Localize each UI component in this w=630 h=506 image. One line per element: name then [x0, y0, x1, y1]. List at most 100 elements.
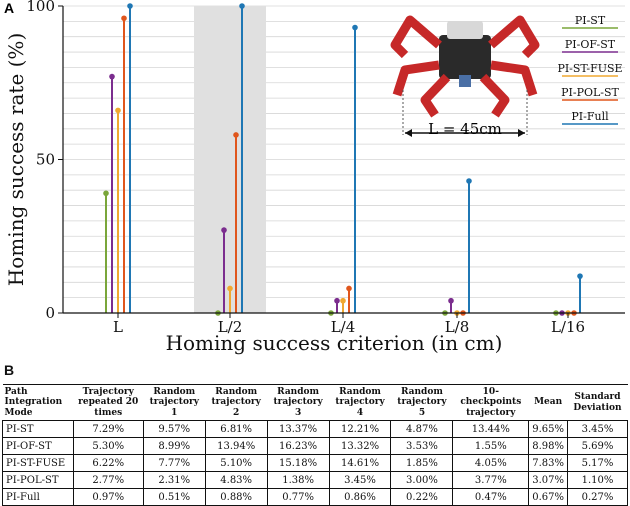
- table-cell: 3.77%: [452, 471, 530, 490]
- table-cell: 4.83%: [204, 471, 268, 490]
- legend-label: PI-OF-ST: [565, 38, 616, 51]
- grid: [63, 5, 625, 314]
- stem-marker: [121, 15, 127, 22]
- table-cell: 5.10%: [204, 454, 268, 473]
- table-cell: 0.47%: [452, 488, 530, 506]
- table-cell: 3.53%: [390, 437, 454, 456]
- highlight-band: [194, 6, 266, 313]
- y-axis-title: Homing success rate (%): [4, 33, 28, 286]
- table-cell: 5.30%: [72, 437, 144, 456]
- table-cell: 0.97%: [72, 488, 144, 506]
- table-row: PI-ST 7.29% 9.57% 6.81% 13.37% 12.21% 4.87% 13.…: [2, 420, 628, 439]
- stem-marker: [352, 24, 358, 31]
- table-cell: 12.21%: [328, 420, 392, 439]
- table-cell: 15.18%: [266, 454, 330, 473]
- table-cell: 7.29%: [72, 420, 144, 439]
- table-cell: PI-ST: [2, 420, 74, 439]
- table-cell: PI-POL-ST: [2, 471, 74, 490]
- table-cell: 7.83%: [528, 454, 568, 473]
- legend-label: PI-Full: [571, 110, 609, 123]
- column-header: Random trajectory 2: [205, 383, 268, 422]
- table-cell: 2.77%: [72, 471, 144, 490]
- stem-marker: [109, 73, 115, 80]
- table-row: PI-POL-ST 2.77% 2.31% 4.83% 1.38% 3.45% 3.00% 3…: [2, 471, 628, 490]
- column-header: Random trajectory 4: [329, 383, 391, 422]
- x-tick-label: L/2: [218, 318, 243, 336]
- table-cell: 0.51%: [142, 488, 206, 506]
- stem-marker: [577, 273, 583, 279]
- column-header: Trajectory repeated 20 times: [73, 383, 144, 422]
- stem-marker: [448, 297, 454, 304]
- legend-label: PI-ST-FUSE: [557, 62, 622, 75]
- table-cell: 2.31%: [142, 471, 206, 490]
- table-cell: 13.44%: [452, 420, 530, 439]
- table-cell: PI-OF-ST: [2, 437, 74, 456]
- table-cell: 5.17%: [567, 454, 628, 473]
- table-cell: 13.94%: [204, 437, 268, 456]
- ticks: 0 50 100 L L/2 L/4 L/8 L/16: [26, 0, 585, 336]
- table-cell: 9.65%: [528, 420, 568, 439]
- table-row: PI-OF-ST 5.30% 8.99% 13.94% 16.23% 13.32% 3.53…: [2, 437, 628, 456]
- robot-length-annotation: L = 45cm: [428, 120, 502, 138]
- stem-marker: [466, 178, 472, 184]
- column-header: 10-checkpoints trajectory: [452, 383, 529, 422]
- column-header: Random trajectory 1: [143, 383, 206, 422]
- stem-marker: [115, 107, 121, 114]
- y-tick-label: 50: [36, 151, 55, 169]
- table-cell: 7.77%: [142, 454, 206, 473]
- table-cell: 3.45%: [567, 420, 628, 439]
- table-cell: 1.85%: [390, 454, 454, 473]
- column-header: Path Integration Mode: [2, 383, 74, 422]
- table-cell: 13.37%: [266, 420, 330, 439]
- table-cell: 0.67%: [528, 488, 568, 506]
- stem-chart: A 0 50 100 L L/2 L/4 L/8 L/16 Homing success ra…: [4, 0, 625, 355]
- legend-label: PI-ST: [575, 14, 606, 27]
- stem-marker: [233, 132, 239, 138]
- x-axis-title: Homing success criterion (in cm): [166, 331, 503, 355]
- panel-b-label: B: [4, 362, 15, 378]
- table-row: PI-ST-FUSE 6.22% 7.77% 5.10% 15.18% 14.61% 1.8…: [2, 454, 628, 473]
- robot-illustration: [390, 15, 540, 137]
- table-cell: 3.45%: [328, 471, 392, 490]
- x-tick-label: L: [113, 318, 123, 336]
- table-cell: 14.61%: [328, 454, 392, 473]
- stem-marker: [227, 285, 233, 292]
- table-cell: 6.81%: [204, 420, 268, 439]
- stem-marker: [239, 3, 245, 9]
- table-cell: 8.98%: [528, 437, 568, 456]
- stem-marker: [340, 297, 346, 304]
- legend-label: PI-POL-ST: [561, 86, 619, 99]
- column-header: Standard Deviation: [567, 383, 628, 422]
- column-header: Mean: [528, 383, 568, 422]
- table-cell: 0.27%: [567, 488, 628, 506]
- table-cell: 4.87%: [390, 420, 454, 439]
- table-row: PI-Full 0.97% 0.51% 0.88% 0.77% 0.86% 0.22% 0.4…: [2, 488, 628, 506]
- table-cell: 16.23%: [266, 437, 330, 456]
- stem-marker: [346, 285, 352, 292]
- panel-a-label: A: [4, 0, 14, 16]
- table-cell: 5.69%: [567, 437, 628, 456]
- table-cell: 6.22%: [72, 454, 144, 473]
- table-cell: 8.99%: [142, 437, 206, 456]
- stems: [103, 3, 583, 316]
- stem-marker: [127, 3, 133, 9]
- table-cell: 0.88%: [204, 488, 268, 506]
- table-cell: 13.32%: [328, 437, 392, 456]
- stem-marker: [334, 297, 340, 304]
- table-cell: 3.07%: [528, 471, 568, 490]
- table-cell: 1.55%: [452, 437, 530, 456]
- x-tick-label: L/4: [331, 318, 356, 336]
- table-cell: 9.57%: [142, 420, 206, 439]
- table-body: PI-ST 7.29% 9.57% 6.81% 13.37% 12.21% 4.87% 13.…: [2, 420, 628, 506]
- x-tick-label: L/16: [551, 318, 585, 336]
- results-table: Path Integration Mode Trajectory repeated…: [2, 383, 628, 506]
- table-cell: 1.38%: [266, 471, 330, 490]
- y-tick-label: 0: [45, 304, 55, 322]
- table-cell: 1.10%: [567, 471, 628, 490]
- table-cell: 3.00%: [390, 471, 454, 490]
- table-cell: PI-Full: [2, 488, 74, 506]
- column-header: Random trajectory 3: [267, 383, 330, 422]
- table-header-row: Path Integration Mode Trajectory repeated…: [2, 383, 628, 422]
- table-cell: 4.05%: [452, 454, 530, 473]
- stem-marker: [221, 227, 227, 233]
